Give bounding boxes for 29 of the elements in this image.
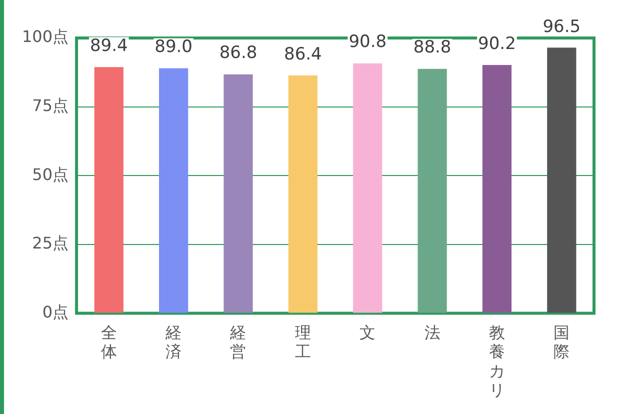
y-tick-label: 0点 [42, 302, 69, 322]
data-label: 90.8 [348, 32, 387, 52]
data-label: 88.8 [413, 38, 452, 58]
data-label: 96.5 [542, 16, 581, 37]
data-label: 89.0 [154, 37, 192, 58]
y-tick-label: 50点 [32, 164, 69, 184]
y-tick-label: 100点 [22, 27, 69, 46]
data-label: 86.4 [284, 44, 322, 64]
bar [418, 68, 447, 313]
x-tick-label: 全体 [100, 322, 117, 362]
x-tick-label: 文 [360, 322, 376, 342]
data-label: 90.2 [478, 34, 516, 54]
x-tick-label: 国際 [554, 322, 570, 362]
bar [547, 48, 576, 313]
bar [482, 64, 512, 313]
bar [94, 67, 124, 313]
x-tick-label: 理工 [294, 322, 311, 362]
x-tick-label: 教養カリ [488, 322, 505, 400]
y-tick-label: 75点 [32, 96, 69, 115]
y-tick-label: 25点 [32, 234, 69, 253]
bar [353, 63, 382, 313]
data-label: 86.8 [219, 43, 258, 64]
data-label: 89.4 [90, 36, 128, 56]
x-tick-label: 法 [424, 322, 440, 342]
bar [159, 68, 188, 313]
bar [288, 75, 318, 313]
bar [224, 74, 253, 313]
x-tick-label: 経営 [229, 322, 246, 362]
x-tick-label: 経済 [164, 322, 182, 362]
